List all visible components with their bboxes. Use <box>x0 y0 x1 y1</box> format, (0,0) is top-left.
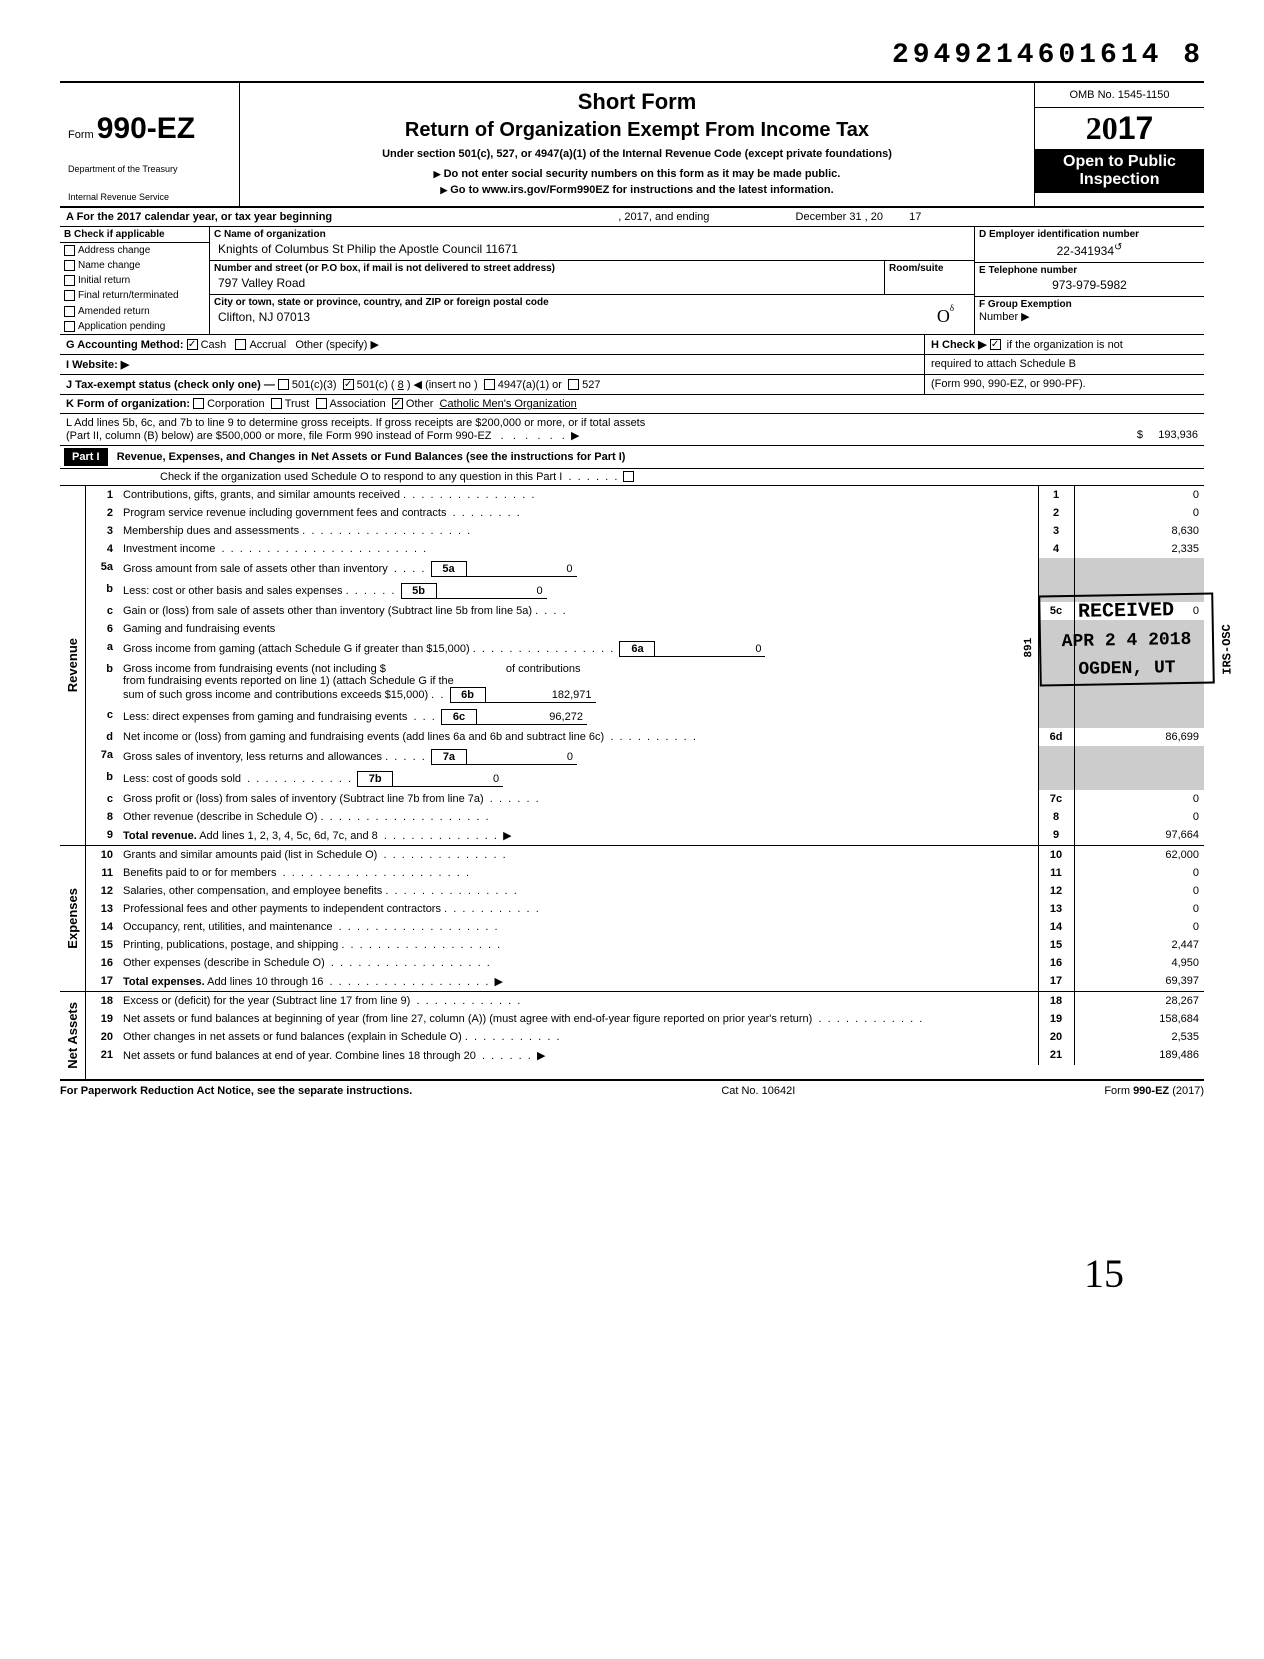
check-amended[interactable] <box>64 306 75 317</box>
check-527[interactable] <box>568 379 579 390</box>
line-a: A For the 2017 calendar year, or tax yea… <box>60 208 1204 227</box>
document-id: 2949214601614 8 <box>60 40 1204 71</box>
check-name[interactable] <box>64 260 75 271</box>
room-label: Room/suite <box>889 263 970 274</box>
phone-value: 973-979-5982 <box>979 276 1200 294</box>
d-ein-label: D Employer identification number <box>979 229 1200 240</box>
received-stamp: RECEIVED APR 2 4 2018 OGDEN, UT 891 IRS-… <box>1038 592 1215 686</box>
handwritten-mark: Oᵟ <box>937 303 954 327</box>
year-suffix: 17 <box>1118 110 1154 146</box>
check-501c[interactable] <box>343 379 354 390</box>
inspection-2: Inspection <box>1079 171 1159 188</box>
ein-value: 22-341934↺ <box>979 240 1200 260</box>
city-label: City or town, state or province, country… <box>214 297 970 308</box>
title-short: Short Form <box>260 89 1014 115</box>
subtitle: Under section 501(c), 527, or 4947(a)(1)… <box>260 148 1014 160</box>
check-pending[interactable] <box>64 321 75 332</box>
footer: For Paperwork Reduction Act Notice, see … <box>60 1081 1204 1097</box>
check-sched-b[interactable] <box>990 339 1001 350</box>
instruction-1: Do not enter social security numbers on … <box>260 168 1014 180</box>
e-phone-label: E Telephone number <box>979 265 1200 276</box>
b-header: B Check if applicable <box>60 227 209 243</box>
check-schedule-o[interactable] <box>623 471 634 482</box>
revenue-table: 1Contributions, gifts, grants, and simil… <box>86 486 1204 845</box>
addr-label: Number and street (or P.O box, if mail i… <box>214 263 880 274</box>
check-assoc[interactable] <box>316 398 327 409</box>
form-header: Form 990-EZ Department of the Treasury I… <box>60 81 1204 208</box>
section-j: J Tax-exempt status (check only one) — 5… <box>60 375 1204 395</box>
instruction-2: Go to www.irs.gov/Form990EZ for instruct… <box>260 184 1014 196</box>
omb-number: OMB No. 1545-1150 <box>1035 83 1204 108</box>
check-accrual[interactable] <box>235 339 246 350</box>
section-k: K Form of organization: Corporation Trus… <box>60 395 1204 414</box>
form-number: 990-EZ <box>97 112 195 145</box>
gross-receipts: 193,936 <box>1158 429 1198 441</box>
check-final[interactable] <box>64 290 75 301</box>
check-cash[interactable] <box>187 339 198 350</box>
expenses-table: 10Grants and similar amounts paid (list … <box>86 846 1204 991</box>
title-main: Return of Organization Exempt From Incom… <box>260 119 1014 142</box>
section-i: I Website: ▶ required to attach Schedule… <box>60 355 1204 375</box>
page-handwritten: 15 <box>1084 1250 1124 1297</box>
part1-title: Revenue, Expenses, and Changes in Net As… <box>117 451 626 463</box>
revenue-label: Revenue <box>63 628 82 702</box>
dept-line2: Internal Revenue Service <box>68 192 231 202</box>
f-group-label: F Group Exemption <box>979 299 1200 310</box>
org-address: 797 Valley Road <box>214 274 880 292</box>
part1-checkline: Check if the organization used Schedule … <box>60 469 1204 486</box>
section-g-h: G Accounting Method: Cash Accrual Other … <box>60 335 1204 355</box>
dept-line1: Department of the Treasury <box>68 164 231 174</box>
year-prefix: 20 <box>1086 110 1118 146</box>
check-corp[interactable] <box>193 398 204 409</box>
check-trust[interactable] <box>271 398 282 409</box>
part1-header-row: Part I Revenue, Expenses, and Changes in… <box>60 446 1204 469</box>
check-address[interactable] <box>64 245 75 256</box>
inspection-1: Open to Public <box>1063 153 1176 170</box>
netassets-label: Net Assets <box>63 992 82 1079</box>
expenses-label: Expenses <box>63 878 82 959</box>
check-other-org[interactable] <box>392 398 403 409</box>
check-4947[interactable] <box>484 379 495 390</box>
org-name: Knights of Columbus St Philip the Apostl… <box>214 240 970 258</box>
netassets-table: 18Excess or (deficit) for the year (Subt… <box>86 992 1204 1065</box>
f-group-number: Number ▶ <box>979 310 1200 323</box>
footer-form: Form 990-EZ (2017) <box>1104 1085 1204 1097</box>
section-b-c-d-e-f: B Check if applicable Address change Nam… <box>60 227 1204 335</box>
form-prefix: Form <box>68 129 94 141</box>
org-city: Clifton, NJ 07013 <box>214 308 970 326</box>
part1-badge: Part I <box>64 448 108 466</box>
check-initial[interactable] <box>64 275 75 286</box>
check-501c3[interactable] <box>278 379 289 390</box>
section-l: L Add lines 5b, 6c, and 7b to line 9 to … <box>60 414 1204 446</box>
c-name-label: C Name of organization <box>214 229 970 240</box>
